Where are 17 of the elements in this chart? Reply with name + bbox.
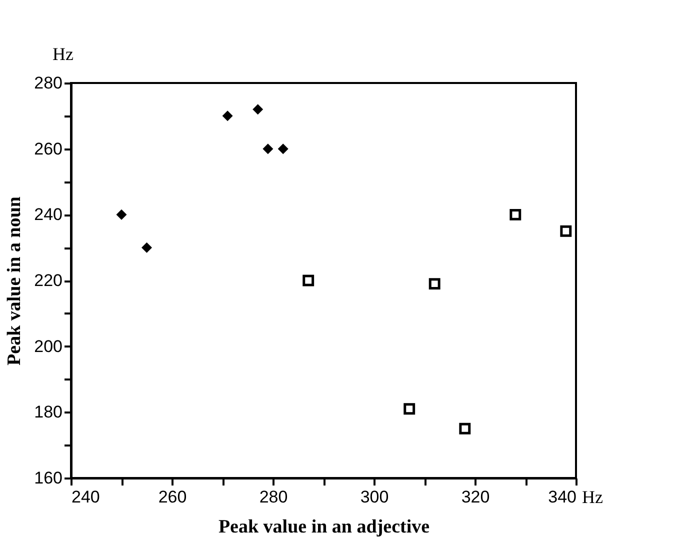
x-tick-label: 340 <box>548 488 576 506</box>
y-axis-title: Peak value in a noun <box>4 196 26 366</box>
x-tick-label: 300 <box>360 488 389 506</box>
y-tick-label: 160 <box>34 468 62 488</box>
y-tick-label: 280 <box>34 74 62 92</box>
x-tick-label: 240 <box>72 488 100 506</box>
y-tick-label: 200 <box>34 336 62 356</box>
text: Hz <box>582 487 603 507</box>
y-tick-label: 260 <box>34 139 62 158</box>
y-tick-label: 240 <box>34 205 62 224</box>
y-tick-label: 180 <box>34 402 62 422</box>
x-axis-title: Peak value in an adjective <box>218 516 430 538</box>
x-tick-label: 320 <box>461 488 490 506</box>
y-tick-label: 220 <box>34 271 62 290</box>
x-tick-label: 260 <box>158 488 187 506</box>
x-tick-label: 280 <box>259 488 288 506</box>
text: Hz <box>52 44 74 64</box>
